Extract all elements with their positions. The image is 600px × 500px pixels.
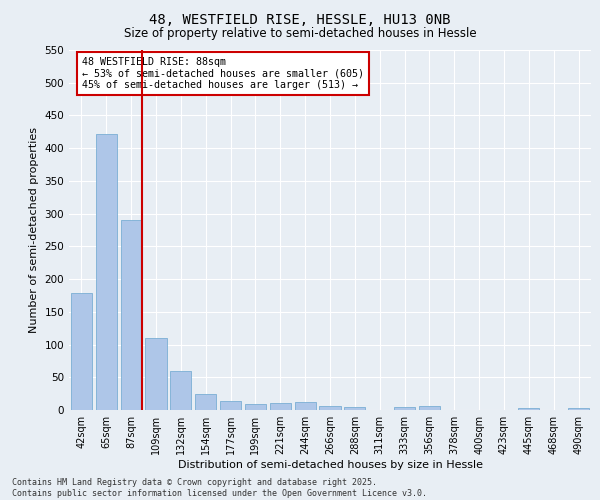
Bar xyxy=(220,402,241,410)
Bar xyxy=(270,404,291,410)
Bar xyxy=(419,406,440,410)
Bar xyxy=(344,406,365,410)
Bar xyxy=(568,408,589,410)
Bar xyxy=(121,220,142,410)
Bar xyxy=(145,338,167,410)
Bar xyxy=(394,406,415,410)
Bar xyxy=(319,406,341,410)
Bar xyxy=(518,408,539,410)
Bar xyxy=(170,370,191,410)
Text: 48, WESTFIELD RISE, HESSLE, HU13 0NB: 48, WESTFIELD RISE, HESSLE, HU13 0NB xyxy=(149,12,451,26)
Text: 48 WESTFIELD RISE: 88sqm
← 53% of semi-detached houses are smaller (605)
45% of : 48 WESTFIELD RISE: 88sqm ← 53% of semi-d… xyxy=(82,56,364,90)
Text: Contains HM Land Registry data © Crown copyright and database right 2025.
Contai: Contains HM Land Registry data © Crown c… xyxy=(12,478,427,498)
Bar xyxy=(195,394,216,410)
Text: Size of property relative to semi-detached houses in Hessle: Size of property relative to semi-detach… xyxy=(124,28,476,40)
Bar xyxy=(71,294,92,410)
Y-axis label: Number of semi-detached properties: Number of semi-detached properties xyxy=(29,127,39,333)
Bar xyxy=(96,134,117,410)
Bar xyxy=(295,402,316,410)
X-axis label: Distribution of semi-detached houses by size in Hessle: Distribution of semi-detached houses by … xyxy=(178,460,482,470)
Bar xyxy=(245,404,266,410)
